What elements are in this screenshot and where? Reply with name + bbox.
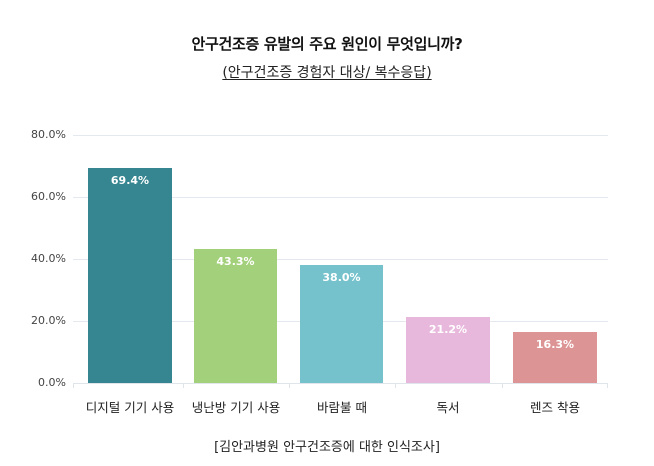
bar-value-label: 38.0%: [322, 271, 361, 284]
x-tick-mark: [183, 383, 184, 388]
x-category-label: 냉난방 기기 사용: [191, 400, 281, 415]
bar-digital-devices: 69.4%: [88, 168, 172, 383]
bar-contact-lens: 16.3%: [513, 332, 597, 383]
chart-title: 안구건조증 유발의 주요 원인이 무엇입니까?: [191, 35, 463, 53]
bar-value-label: 21.2%: [428, 323, 468, 336]
y-tick-label: 40.0%: [31, 252, 66, 265]
x-category-label: 독서: [436, 400, 460, 415]
x-category-label: 디지털 기기 사용: [85, 400, 175, 415]
x-category-label: 렌즈 착용: [530, 400, 580, 415]
bar-reading: 21.2%: [406, 317, 490, 383]
x-tick-mark: [73, 383, 74, 388]
y-tick-label: 60.0%: [31, 190, 66, 203]
x-tick-mark: [395, 383, 396, 388]
chart-subtitle-text: (안구건조증 경험자 대상/ 복수응답): [222, 65, 432, 81]
bar-value-label: 69.4%: [110, 174, 150, 187]
y-tick-label: 0.0%: [38, 376, 66, 389]
source-caption: [김안과병원 안구건조증에 대한 인식조사]: [214, 440, 440, 455]
chart-subtitle: (안구건조증 경험자 대상/ 복수응답): [0, 62, 654, 82]
gridline-60: [73, 197, 608, 198]
bar-windy: 38.0%: [300, 265, 383, 383]
x-tick-mark: [502, 383, 503, 388]
y-tick-label: 80.0%: [31, 128, 66, 141]
x-tick-mark: [289, 383, 290, 388]
y-tick-label: 20.0%: [31, 314, 66, 327]
gridline-80: [73, 135, 608, 136]
bar-value-label: 16.3%: [535, 338, 575, 351]
gridline-40: [73, 259, 608, 260]
x-tick-mark: [607, 383, 608, 388]
x-category-label: 바람불 때: [317, 400, 367, 415]
x-axis-line: [73, 383, 608, 384]
bar-air-conditioning: 43.3%: [194, 249, 277, 383]
bar-value-label: 43.3%: [216, 255, 255, 268]
